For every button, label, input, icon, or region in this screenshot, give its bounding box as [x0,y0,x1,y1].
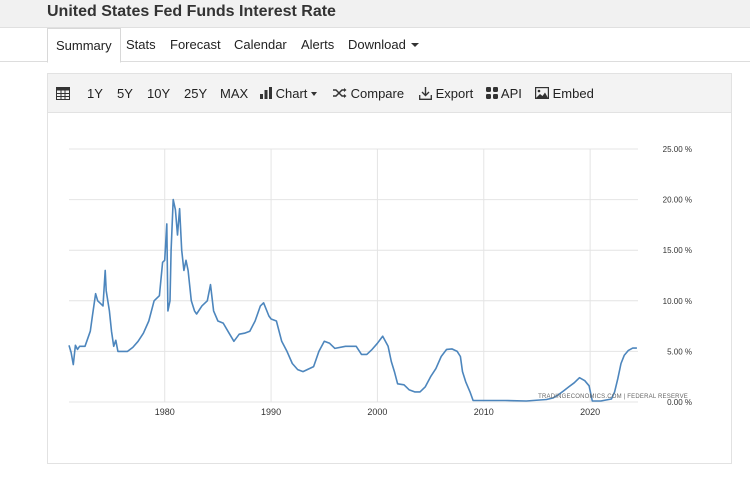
x-tick-label: 2020 [580,407,600,417]
x-tick-label: 1990 [261,407,281,417]
top-bar: United States Fed Funds Interest Rate [0,0,750,28]
compare-button[interactable]: Compare [333,74,404,113]
x-tick-label: 2000 [367,407,387,417]
y-tick-label: 20.00 % [663,196,692,205]
nav-tabs: Summary Stats Forecast Calendar Alerts D… [0,28,750,63]
range-5y-button[interactable]: 5Y [117,86,133,101]
embed-label: Embed [552,86,594,101]
export-button[interactable]: Export [419,74,473,113]
range-25y-button[interactable]: 25Y [184,86,208,101]
x-tick-label: 2010 [474,407,494,417]
embed-button[interactable]: Embed [535,74,594,113]
y-tick-label: 25.00 % [663,145,692,154]
chart-toolbar: 1Y 5Y 10Y 25Y MAX Chart Compare [48,74,731,113]
y-axis-labels: 0.00 % 5.00 % 10.00 % 15.00 % 20.00 % 25.00 % [663,145,692,407]
page-title: United States Fed Funds Interest Rate [47,3,336,20]
range-max-button[interactable]: MAX [220,86,249,101]
api-button[interactable]: API [486,74,522,113]
image-icon [535,87,550,100]
y-tick-label: 15.00 % [663,246,692,255]
compare-label: Compare [350,86,405,101]
chart-type-button[interactable]: Chart [260,74,318,113]
y-tick-label: 5.00 % [667,347,692,356]
source-credit: TRADINGECONOMICS.COM | FEDERAL RESERVE [538,394,688,400]
tab-calendar[interactable]: Calendar [234,37,287,52]
tab-download-label: Download [348,37,406,52]
range-10y-button[interactable]: 10Y [147,86,171,101]
download-icon [419,86,432,100]
shuffle-icon [333,88,347,99]
x-axis-labels: 1980 1990 2000 2010 2020 [155,407,600,417]
tab-download[interactable]: Download [348,28,419,62]
tab-forecast[interactable]: Forecast [170,37,221,52]
y-tick-label: 0.00 % [667,398,692,407]
tab-stats[interactable]: Stats [126,37,156,52]
fed-funds-line-chart: 0.00 % 5.00 % 10.00 % 15.00 % 20.00 % 25.00 %… [68,145,692,417]
table-icon [56,86,70,100]
chevron-down-icon [410,42,419,47]
chart-type-label: Chart [275,86,308,101]
tab-alerts[interactable]: Alerts [301,37,335,52]
chevron-down-icon [311,91,318,96]
export-label: Export [435,86,474,101]
grid-icon [486,87,498,100]
y-tick-label: 10.00 % [663,297,692,306]
tab-summary[interactable]: Summary [47,28,121,63]
chart-gridlines [69,148,638,403]
chart-panel: 1Y 5Y 10Y 25Y MAX Chart Compare [47,73,732,464]
bar-chart-icon [260,87,272,100]
table-view-button[interactable] [56,74,70,113]
range-1y-button[interactable]: 1Y [87,86,103,101]
series-line [68,198,637,402]
api-label: API [500,86,522,101]
x-tick-label: 1980 [155,407,175,417]
